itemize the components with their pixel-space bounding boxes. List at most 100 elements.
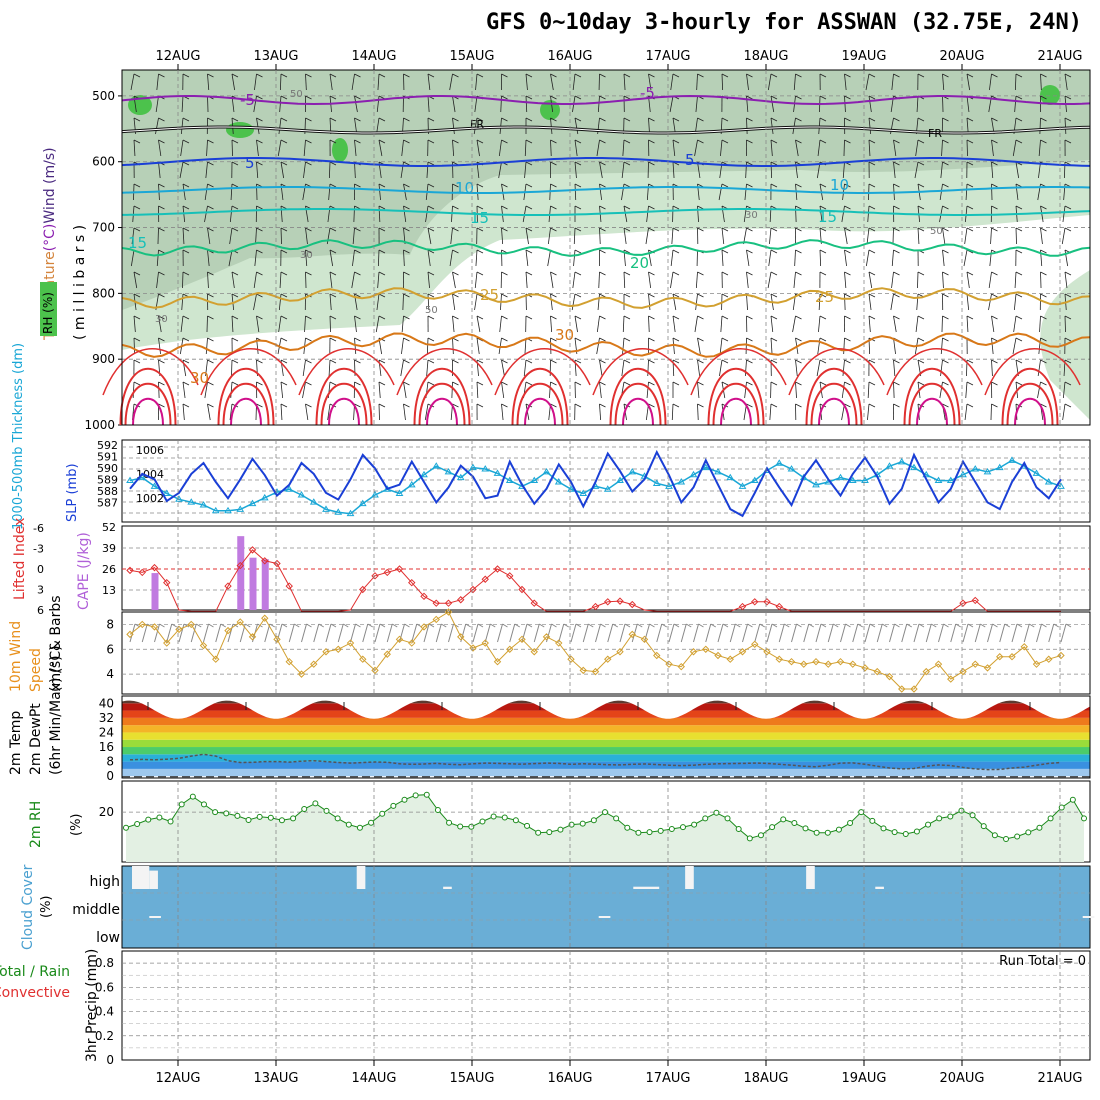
wind-barb-flag <box>599 227 606 232</box>
temp-band <box>122 703 1090 711</box>
rh-point <box>735 825 742 832</box>
wind-barb-flag <box>942 139 949 144</box>
wind-barb-flag <box>427 227 435 232</box>
wind-barb <box>350 623 356 643</box>
thickness-tick-label: 588 <box>97 485 118 498</box>
wind-barb <box>966 73 971 91</box>
rh-point <box>613 815 620 822</box>
wind-barb-flag <box>378 73 386 78</box>
wind-barb-flag <box>354 117 361 122</box>
wind-barb <box>231 139 233 157</box>
wind-barb-flag <box>770 161 778 166</box>
wind-barb-flag <box>231 117 239 122</box>
wind-barb <box>889 623 895 643</box>
wind-barb <box>498 139 502 157</box>
wind-barb <box>305 249 308 267</box>
wind-barb-flag <box>685 623 692 628</box>
wind-tick-label: 8 <box>106 617 114 631</box>
wind-barb <box>742 623 748 643</box>
thickness-point <box>689 470 698 478</box>
wind-barb-flag <box>868 139 876 144</box>
pressure-tick-label: 800 <box>92 286 115 300</box>
wind-barb <box>1064 249 1069 267</box>
wind-barb-flag <box>942 227 949 232</box>
cape-bar <box>261 559 269 610</box>
wind-barb <box>525 271 528 289</box>
wind-barb <box>574 161 577 179</box>
temp-loop <box>690 348 787 396</box>
rh-point <box>969 812 976 819</box>
wind-barb <box>901 623 908 643</box>
thickness-point <box>211 506 220 514</box>
wind-barb-flag <box>244 623 251 628</box>
wind-barb <box>303 139 306 157</box>
wind-barb-flag <box>795 359 802 364</box>
wind-barb-flag <box>697 337 704 342</box>
temp-loop <box>818 397 850 426</box>
wind-barb <box>672 337 675 355</box>
wind-barb <box>1013 293 1017 311</box>
wind-barb-flag <box>329 337 337 342</box>
wind-barb <box>720 315 723 333</box>
wind-barb-flag <box>819 205 827 210</box>
wind-barb-flag <box>231 227 239 232</box>
wind-barb-flag <box>893 117 900 122</box>
wind-barb <box>868 315 871 333</box>
wind-barb-flag <box>452 249 459 254</box>
lifted-index-point <box>126 566 134 575</box>
wind-barb-flag <box>893 183 900 188</box>
wind-speed-point <box>763 648 771 656</box>
wind-barb-flag <box>844 73 851 78</box>
wind-barb-flag <box>171 623 178 628</box>
isotherm-label: 30 <box>555 326 574 344</box>
wind-barb-flag <box>648 271 655 276</box>
wind-barb <box>916 293 919 311</box>
wind-speed-point <box>628 630 636 639</box>
wind-barb <box>231 359 233 377</box>
wind-speed-point <box>579 666 587 675</box>
wind-barb <box>329 73 333 91</box>
wind-barb <box>155 95 159 113</box>
lifted-index-point <box>395 565 404 573</box>
wind-barb-flag <box>623 337 631 342</box>
wind-barb-flag <box>746 249 753 254</box>
wind-barb-flag <box>133 359 141 364</box>
date-tick-bottom: 20AUG <box>939 1071 984 1086</box>
rh-point <box>212 809 219 816</box>
isotherm-label: 15 <box>128 234 147 252</box>
wind-barb-flag <box>1053 623 1060 628</box>
wind-barb <box>694 139 698 157</box>
thickness-point <box>799 473 808 481</box>
rh-point <box>167 818 174 825</box>
wind-barb <box>182 403 185 421</box>
wind-barb <box>498 161 502 179</box>
wind-barb-flag <box>844 403 851 408</box>
wind-barb-flag <box>623 227 631 232</box>
wind-barb <box>313 623 320 643</box>
rh-point <box>290 815 297 822</box>
wind-barb-flag <box>943 623 949 628</box>
wind-barb <box>305 73 307 91</box>
wind-barb-flag <box>808 623 815 628</box>
wind-barb-flag <box>917 359 925 364</box>
wind-speed-point <box>714 651 722 660</box>
wind-barb-flag <box>747 623 753 628</box>
wind-barb <box>599 403 602 421</box>
temp-tick-label: 8 <box>106 755 114 769</box>
wind-barb-flag <box>672 337 680 342</box>
rh-point <box>991 832 998 839</box>
wind-barb-flag <box>819 315 827 320</box>
lifted-index-point <box>738 602 747 611</box>
wind-barb-flag <box>1064 359 1072 364</box>
wind-barb-flag <box>844 205 851 210</box>
date-tick-top: 19AUG <box>841 49 886 64</box>
wind-barb-flag <box>158 293 165 298</box>
wind-barb <box>599 381 602 399</box>
wind-barb <box>744 183 747 201</box>
wind-barb-flag <box>329 293 337 298</box>
wind-barb-flag <box>746 359 753 364</box>
wind-barb-flag <box>207 73 214 78</box>
wind-barb <box>1015 227 1017 245</box>
wind-barb <box>991 315 995 333</box>
rh-point <box>457 823 464 830</box>
